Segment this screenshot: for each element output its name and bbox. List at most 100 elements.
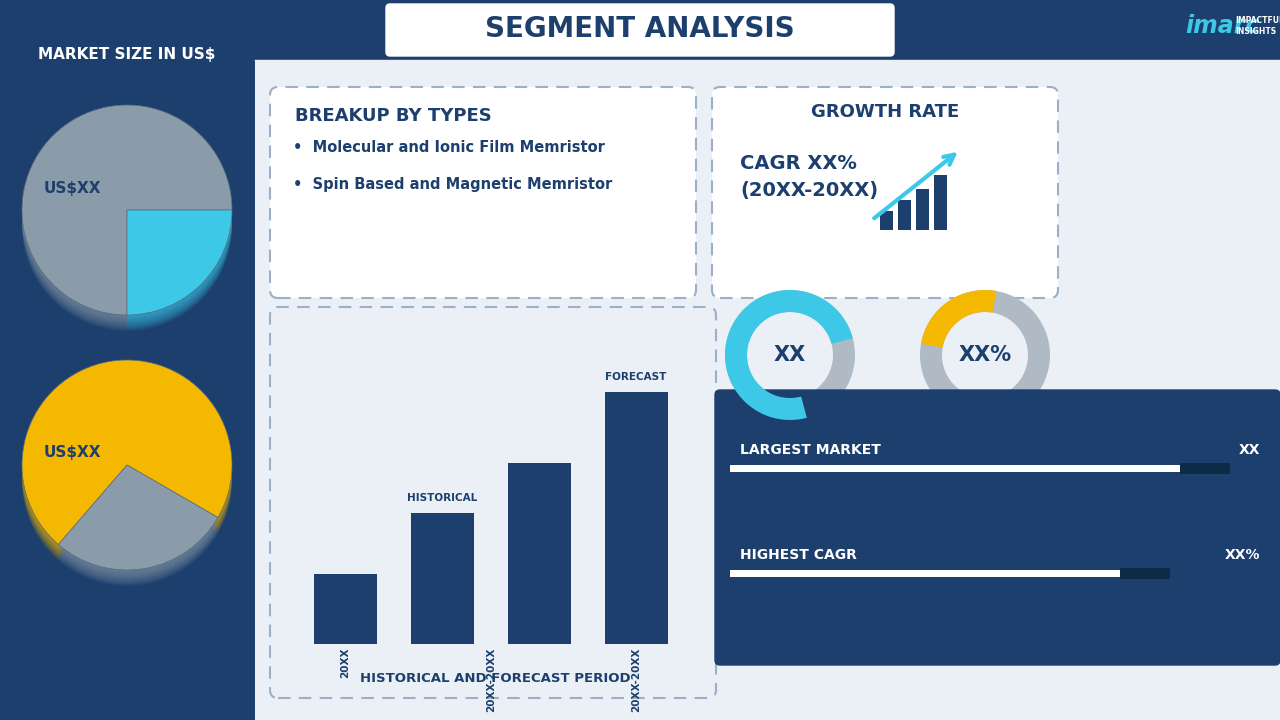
Ellipse shape — [22, 172, 232, 271]
Wedge shape — [22, 107, 232, 317]
Ellipse shape — [22, 160, 232, 260]
Wedge shape — [59, 470, 218, 575]
Bar — [255, 0, 1280, 60]
Wedge shape — [22, 121, 232, 331]
Ellipse shape — [22, 176, 232, 276]
Wedge shape — [127, 213, 232, 318]
Wedge shape — [127, 224, 232, 329]
Wedge shape — [22, 376, 232, 560]
Ellipse shape — [22, 180, 232, 280]
Text: HIGHEST CAGR: HIGHEST CAGR — [740, 548, 856, 562]
Wedge shape — [22, 375, 232, 559]
Wedge shape — [22, 115, 232, 325]
Wedge shape — [59, 465, 218, 570]
Wedge shape — [59, 473, 218, 578]
Text: LARGEST MARKET: LARGEST MARKET — [740, 443, 881, 457]
Wedge shape — [127, 222, 232, 327]
Wedge shape — [59, 480, 218, 585]
Bar — [730, 570, 1120, 577]
Wedge shape — [127, 214, 232, 319]
Ellipse shape — [22, 169, 232, 269]
Wedge shape — [127, 226, 232, 331]
Wedge shape — [59, 481, 218, 586]
FancyBboxPatch shape — [270, 307, 716, 698]
Bar — [730, 465, 1180, 472]
Wedge shape — [59, 468, 218, 573]
Text: •  Molecular and Ionic Film Memristor: • Molecular and Ionic Film Memristor — [293, 140, 605, 156]
FancyBboxPatch shape — [387, 4, 893, 56]
Wedge shape — [22, 110, 232, 320]
Bar — [411, 513, 474, 644]
Bar — [508, 463, 571, 644]
Ellipse shape — [22, 162, 232, 262]
Wedge shape — [22, 119, 232, 329]
Text: US$XX: US$XX — [44, 181, 101, 196]
Bar — [934, 175, 947, 230]
Wedge shape — [59, 472, 218, 577]
Ellipse shape — [22, 174, 232, 274]
Wedge shape — [59, 477, 218, 582]
Text: GROWTH RATE: GROWTH RATE — [810, 103, 959, 121]
Bar — [604, 392, 668, 644]
Bar — [0, 0, 255, 720]
Wedge shape — [22, 109, 232, 319]
Wedge shape — [127, 221, 232, 326]
Wedge shape — [22, 367, 232, 552]
Ellipse shape — [22, 173, 232, 273]
Text: IMPACTFUL
INSIGHTS: IMPACTFUL INSIGHTS — [1235, 16, 1280, 36]
Text: XX%: XX% — [959, 345, 1011, 365]
Wedge shape — [127, 217, 232, 322]
Wedge shape — [22, 372, 232, 557]
Wedge shape — [22, 108, 232, 318]
Ellipse shape — [22, 178, 232, 278]
Wedge shape — [22, 369, 232, 554]
Wedge shape — [127, 225, 232, 330]
Ellipse shape — [22, 175, 232, 275]
Bar — [916, 189, 929, 230]
Text: CAGR XX%
(20XX-20XX): CAGR XX% (20XX-20XX) — [740, 154, 878, 199]
Wedge shape — [22, 116, 232, 326]
Text: MARKET SIZE IN US$: MARKET SIZE IN US$ — [38, 48, 216, 63]
Wedge shape — [22, 112, 232, 322]
Wedge shape — [22, 365, 232, 549]
FancyBboxPatch shape — [270, 87, 696, 298]
Wedge shape — [22, 366, 232, 551]
Wedge shape — [59, 478, 218, 583]
Ellipse shape — [22, 166, 232, 266]
Wedge shape — [22, 120, 232, 330]
FancyArrowPatch shape — [874, 155, 954, 218]
Wedge shape — [59, 467, 218, 572]
Polygon shape — [724, 290, 852, 420]
Wedge shape — [59, 469, 218, 574]
Wedge shape — [127, 218, 232, 323]
Wedge shape — [59, 479, 218, 584]
Text: XX: XX — [1239, 443, 1260, 457]
Wedge shape — [22, 374, 232, 559]
Wedge shape — [59, 471, 218, 576]
Text: CURRENT: CURRENT — [83, 258, 172, 276]
Text: US$XX: US$XX — [44, 444, 101, 459]
Text: XX: XX — [774, 345, 806, 365]
Text: FORECAST: FORECAST — [78, 514, 177, 532]
Wedge shape — [22, 105, 232, 315]
Ellipse shape — [22, 179, 232, 279]
Wedge shape — [59, 466, 218, 571]
Polygon shape — [922, 290, 996, 348]
Text: •  Spin Based and Magnetic Memristor: • Spin Based and Magnetic Memristor — [293, 176, 612, 192]
Bar — [881, 211, 893, 230]
Text: BREAKUP BY TYPES: BREAKUP BY TYPES — [294, 107, 492, 125]
Bar — [255, 60, 1280, 720]
Ellipse shape — [22, 163, 232, 264]
Ellipse shape — [22, 161, 232, 261]
Wedge shape — [22, 360, 232, 544]
Wedge shape — [127, 212, 232, 317]
Wedge shape — [22, 114, 232, 324]
Ellipse shape — [22, 165, 232, 265]
Ellipse shape — [22, 167, 232, 267]
FancyBboxPatch shape — [716, 390, 1280, 665]
Text: XX%: XX% — [1225, 548, 1260, 562]
Bar — [314, 574, 376, 644]
Wedge shape — [59, 475, 218, 580]
Wedge shape — [22, 113, 232, 323]
Wedge shape — [22, 370, 232, 554]
